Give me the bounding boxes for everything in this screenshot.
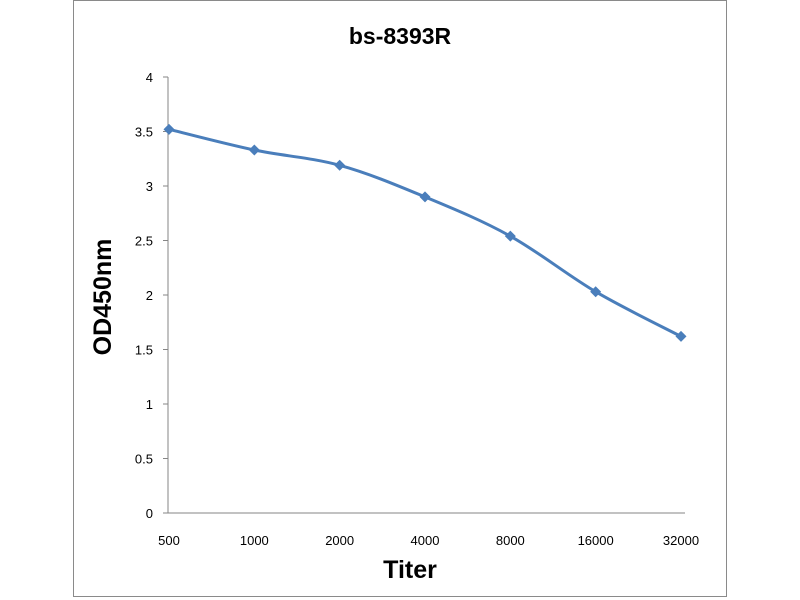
x-tick-label: 1000 — [240, 533, 269, 548]
data-point-marker — [504, 230, 516, 242]
data-point-marker — [334, 159, 346, 171]
series-line — [167, 127, 683, 338]
x-tick-label: 32000 — [663, 533, 699, 548]
x-axis-title: Titer — [383, 556, 437, 584]
y-tick-label: 2 — [146, 288, 153, 303]
data-point-marker — [419, 191, 431, 203]
y-tick-label: 2.5 — [135, 234, 153, 249]
y-tick-label: 1.5 — [135, 343, 153, 358]
x-tick-label: 500 — [158, 533, 180, 548]
y-tick-label: 3 — [146, 179, 153, 194]
y-axis-title: OD450nm — [89, 239, 117, 356]
x-tick-label: 2000 — [325, 533, 354, 548]
data-point-marker — [163, 123, 175, 135]
y-tick-label: 4 — [146, 70, 153, 85]
x-tick-label: 16000 — [578, 533, 614, 548]
x-tick-label: 8000 — [496, 533, 525, 548]
y-axis-ticks: 0 0.5 1 1.5 2 2.5 3 3.5 4 — [135, 70, 168, 521]
chart-frame — [73, 0, 727, 597]
y-tick-label: 0 — [146, 506, 153, 521]
data-point-marker — [248, 144, 260, 156]
data-point-marker — [675, 330, 687, 342]
y-tick-label: 1 — [146, 397, 153, 412]
chart-title: bs-8393R — [349, 23, 452, 49]
data-point-marker — [590, 286, 602, 298]
y-tick-label: 3.5 — [135, 125, 153, 140]
y-tick-label: 0.5 — [135, 452, 153, 467]
x-tick-label: 4000 — [411, 533, 440, 548]
x-axis-ticks: 500 1000 2000 4000 8000 16000 32000 — [158, 533, 699, 548]
series-layer — [163, 123, 687, 342]
